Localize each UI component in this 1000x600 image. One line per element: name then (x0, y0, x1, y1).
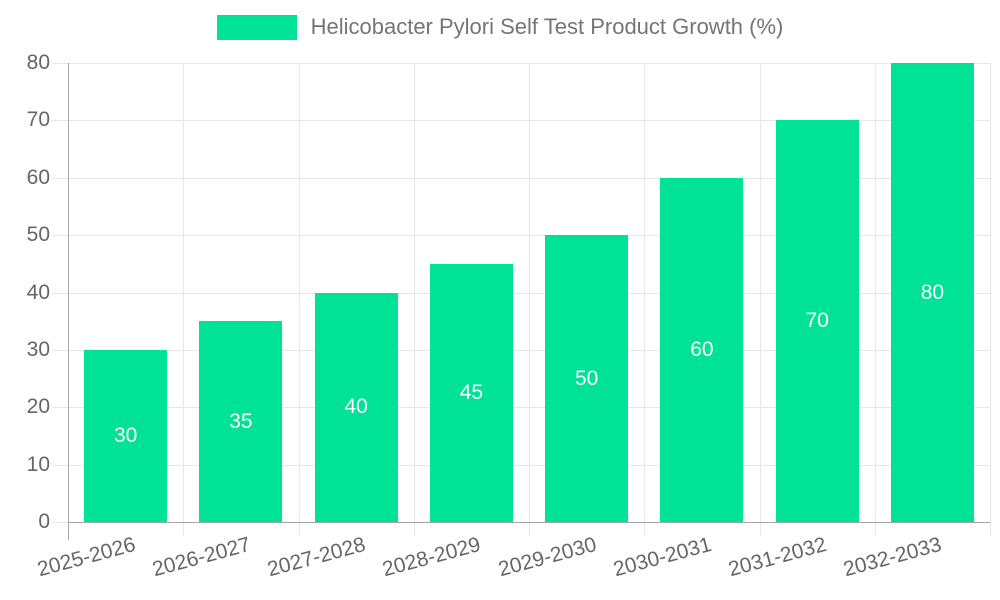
x-axis-tick (298, 522, 300, 536)
bar[interactable] (660, 177, 744, 522)
x-axis-line (68, 522, 990, 523)
y-axis-label: 30 (26, 337, 50, 361)
y-axis-label: 70 (26, 108, 50, 132)
y-axis-tick (52, 522, 68, 523)
x-gridline (183, 63, 185, 522)
x-axis-label: 2028-2029 (380, 533, 484, 582)
x-gridline (874, 63, 876, 522)
x-axis-tick (759, 522, 761, 536)
x-gridline (68, 63, 69, 522)
x-axis-tick (874, 522, 876, 536)
x-axis-label: 2027-2028 (265, 533, 369, 582)
x-axis-label: 2030-2031 (610, 533, 714, 582)
bar[interactable] (545, 235, 629, 522)
x-gridline (298, 63, 300, 522)
y-axis-tick (52, 63, 68, 64)
bar[interactable] (775, 120, 859, 522)
legend-item[interactable]: Helicobacter Pylori Self Test Product Gr… (0, 14, 1000, 40)
x-gridline (529, 63, 530, 522)
x-axis-tick (183, 522, 185, 536)
x-axis-tick (990, 522, 991, 536)
x-axis-label: 2031-2032 (726, 533, 830, 582)
y-axis-tick (52, 235, 68, 237)
y-axis-label: 0 (38, 510, 50, 533)
y-axis-label: 40 (26, 280, 50, 304)
y-axis-tick (52, 349, 68, 351)
y-axis-tick (52, 407, 68, 409)
bar[interactable] (84, 349, 168, 522)
y-axis-label: 20 (26, 395, 50, 419)
y-axis-label: 50 (26, 223, 50, 247)
x-axis-label: 2032-2033 (841, 533, 945, 582)
legend-swatch (216, 14, 297, 40)
x-gridline (990, 63, 991, 522)
y-axis-tick (52, 120, 68, 122)
legend-label: Helicobacter Pylori Self Test Product Gr… (310, 14, 784, 39)
bar[interactable] (314, 292, 398, 522)
x-gridline (759, 63, 761, 522)
x-axis-tick (413, 522, 415, 536)
y-axis-label: 80 (26, 51, 50, 74)
bar[interactable] (429, 263, 513, 522)
x-axis-tick (644, 522, 646, 536)
y-axis-line (68, 63, 69, 540)
x-gridline (644, 63, 646, 522)
y-axis-tick (52, 292, 68, 294)
y-axis-tick (52, 464, 68, 466)
x-axis-label: 2026-2027 (149, 533, 253, 582)
bar[interactable] (890, 63, 974, 522)
y-axis-label: 60 (26, 165, 50, 189)
x-axis-label: 2029-2030 (495, 533, 599, 582)
y-gridline (68, 63, 990, 64)
y-axis-tick (52, 177, 68, 179)
x-axis-tick (529, 522, 530, 536)
x-axis-label: 2025-2026 (34, 533, 138, 582)
x-axis-tick (68, 522, 69, 536)
y-axis-label: 10 (26, 452, 50, 476)
x-gridline (413, 63, 415, 522)
bar[interactable] (199, 321, 283, 522)
